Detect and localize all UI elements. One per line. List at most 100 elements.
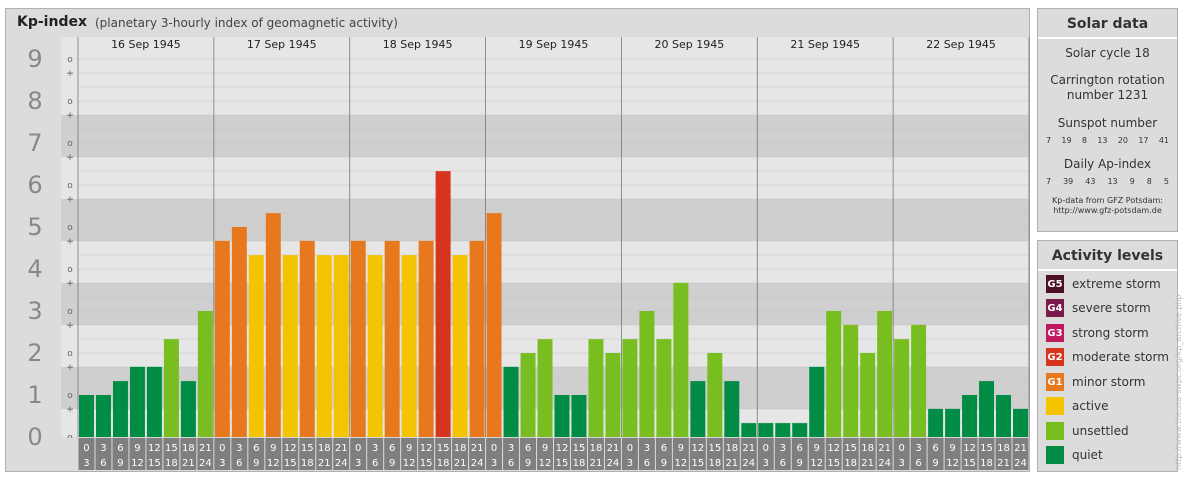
day-label: 20 Sep 1945 [654,38,724,51]
day-label: 16 Sep 1945 [111,38,181,51]
hour-label-end: 3 [491,458,497,469]
y-minor-label: − [66,279,74,289]
hour-label-start: 18 [182,443,195,454]
level-label: minor storm [1072,375,1146,389]
kp-bar [231,227,247,437]
hour-cell [570,438,587,470]
hour-label-end: 6 [915,458,921,469]
kp-bar [724,381,740,437]
hour-label-start: 0 [83,443,89,454]
hour-cell [638,438,655,470]
hour-label-start: 6 [389,443,395,454]
hour-cell [316,438,333,470]
hour-label-end: 6 [508,458,514,469]
hour-cell [961,438,978,470]
y-minor-label: − [66,321,74,331]
hour-label-end: 21 [725,458,738,469]
hour-label-start: 3 [372,443,378,454]
y-minor-label: − [66,153,74,163]
day-header-strip [61,37,1029,51]
hour-label-end: 24 [335,458,348,469]
kp-bar [469,240,485,437]
hour-label-end: 24 [878,458,891,469]
level-swatch: G2 [1046,348,1064,366]
hour-cell [418,438,435,470]
hour-label-start: 15 [301,443,314,454]
hour-cell [197,438,214,470]
level-extreme-storm: G5 extreme storm [1046,275,1161,293]
kp-bar [877,311,893,437]
hour-label-start: 9 [949,443,955,454]
kp-bar [911,324,927,437]
hour-label-end: 18 [437,458,450,469]
y-tick-label: 5 [27,213,42,241]
y-minor-label: + [66,195,74,205]
hour-label-start: 0 [627,443,633,454]
day-label: 19 Sep 1945 [519,38,589,51]
hour-label-start: 21 [878,443,891,454]
y-tick-label: 0 [27,423,42,451]
hour-cell [265,438,282,470]
hour-label-end: 12 [403,458,416,469]
hour-cell [723,438,740,470]
y-minor-label: + [66,405,74,415]
hour-label-start: 18 [590,443,603,454]
y-minor-label: − [66,237,74,247]
hour-label-end: 12 [539,458,552,469]
hour-label-end: 12 [946,458,959,469]
solar-data-panel: Solar data Solar cycle 18 Carrington rot… [1037,8,1178,232]
hour-label-end: 21 [861,458,874,469]
y-tick-label: 8 [27,87,42,115]
kp-bar [979,381,995,437]
day-label: 18 Sep 1945 [383,38,453,51]
hour-label-start: 0 [219,443,225,454]
hour-cell [774,438,791,470]
kp-band [61,199,1029,241]
hour-label-end: 6 [372,458,378,469]
ap-value: 39 [1063,177,1074,186]
hour-label-start: 6 [525,443,531,454]
hour-label-end: 18 [980,458,993,469]
source-link[interactable]: http://www.gfz-potsdam.de [1053,206,1162,215]
hour-cell [587,438,604,470]
kp-bar [401,255,417,437]
kp-bar [452,255,468,437]
hour-cell [129,438,146,470]
kp-bar [265,213,281,437]
hour-label-end: 21 [182,458,195,469]
hour-cell [995,438,1012,470]
kp-bar [520,353,536,437]
sunspot-values: 7 19 8 13 20 17 41 [1038,136,1177,145]
hour-label-end: 9 [661,458,667,469]
hour-label-start: 15 [573,443,586,454]
ap-values: 7 39 43 13 9 8 5 [1038,177,1177,186]
hour-cell [825,438,842,470]
hour-cell [401,438,418,470]
kp-bar [537,339,553,437]
hour-label-end: 18 [165,458,178,469]
hour-cell [350,438,367,470]
ap-value: 8 [1146,177,1152,186]
hour-cell [520,438,537,470]
hour-label-end: 15 [963,458,976,469]
hour-cell [1012,438,1029,470]
hour-label-end: 15 [148,458,161,469]
level-label: extreme storm [1072,277,1161,291]
hour-label-start: 9 [134,443,140,454]
hour-cell [808,438,825,470]
kp-bar [775,423,791,437]
kp-bar [571,395,587,437]
ap-value: 9 [1129,177,1135,186]
sunspot-value: 8 [1081,136,1087,145]
hour-cell [78,438,95,470]
kp-bar [792,423,808,437]
hour-label-end: 24 [742,458,755,469]
level-strong-storm: G3 strong storm [1046,324,1149,342]
hour-label-end: 6 [236,458,242,469]
y-minor-label: o [67,97,73,107]
kp-bar [809,366,825,437]
hour-label-end: 9 [389,458,395,469]
kp-bar [622,339,638,437]
hour-label-end: 21 [997,458,1010,469]
